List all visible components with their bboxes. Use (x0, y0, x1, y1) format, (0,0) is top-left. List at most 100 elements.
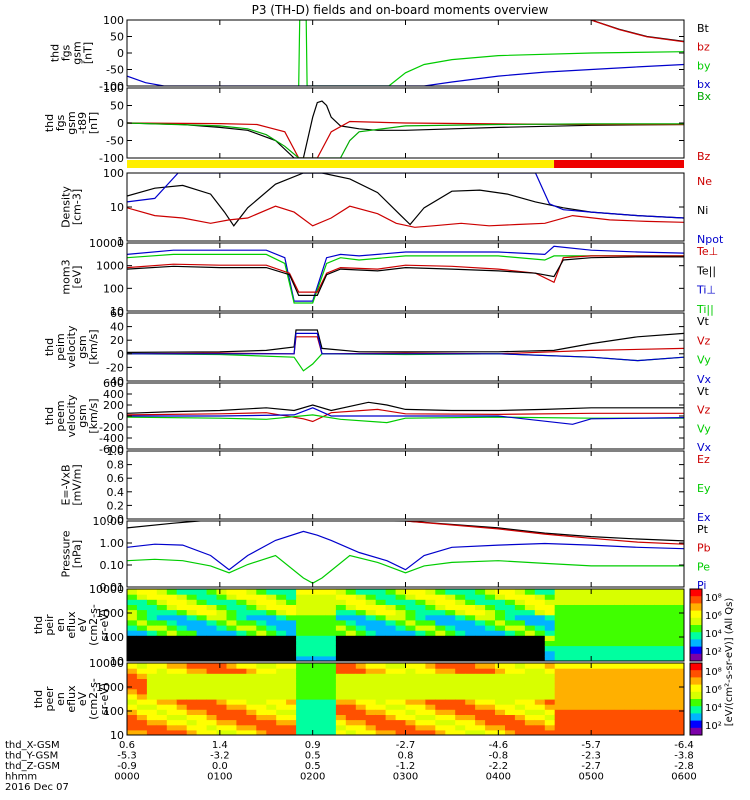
heatmap-cell (485, 673, 496, 679)
heatmap-cell (495, 683, 506, 690)
heatmap-cell (534, 650, 546, 657)
heatmap-cell (385, 688, 397, 695)
heatmap-cell (594, 663, 605, 669)
heatmap-cell (395, 640, 407, 647)
heatmap-cell (216, 599, 227, 605)
heatmap-cell (584, 663, 595, 669)
heatmap-cell (236, 683, 247, 690)
heatmap-cell (544, 655, 556, 661)
heatmap-cell (505, 609, 516, 616)
heatmap-cell (316, 589, 327, 595)
heatmap-cell (485, 709, 496, 715)
heatmap-cell (276, 599, 287, 605)
heatmap-cell (127, 619, 138, 626)
heatmap-cell (146, 655, 158, 661)
heatmap-cell (485, 599, 496, 605)
heatmap-cell (325, 635, 337, 641)
heatmap-cell (316, 724, 327, 731)
y-axis-label: -t89 (76, 112, 89, 134)
heatmap-cell (306, 724, 317, 731)
heatmap-cell (355, 604, 367, 611)
heatmap-cell (325, 619, 337, 626)
heatmap-cell (206, 640, 218, 647)
heatmap-cell (485, 594, 496, 600)
heatmap-cell (246, 589, 257, 595)
heatmap-cell (674, 663, 684, 669)
heatmap-cell (196, 604, 208, 611)
heatmap-cell (674, 719, 684, 726)
heatmap-cell (435, 704, 446, 710)
heatmap-cell (634, 673, 645, 679)
heatmap-cell (395, 663, 407, 669)
heatmap-cell (375, 673, 387, 679)
heatmap-cell (335, 673, 347, 679)
heatmap-cell (564, 645, 576, 652)
heatmap-cell (564, 604, 576, 611)
heatmap-cell (674, 609, 684, 616)
heatmap-cell (604, 645, 615, 652)
heatmap-cell (216, 645, 227, 652)
heatmap-cell (365, 688, 377, 695)
heatmap-cell (524, 614, 536, 621)
heatmap-cell (365, 594, 377, 600)
heatmap-cell (136, 714, 148, 721)
heatmap-cell (425, 709, 436, 715)
heatmap-cell (534, 655, 546, 661)
heatmap-cell (335, 589, 347, 595)
heatmap-cell (335, 678, 347, 685)
heatmap-cell (276, 683, 287, 690)
colorbar-title: [eV/(cm²-s-sr-eV)] (All Qs) (724, 598, 735, 727)
heatmap-cell (634, 630, 645, 636)
y-axis-label: thd (43, 338, 56, 356)
y-axis-label: peer (43, 686, 56, 712)
heatmap-cell (236, 673, 247, 679)
heatmap-cell (634, 693, 645, 700)
heatmap-cell (415, 678, 426, 685)
heatmap-cell (495, 714, 506, 721)
heatmap-cell (236, 678, 247, 685)
heatmap-cell (365, 724, 377, 731)
heatmap-cell (604, 714, 615, 721)
heatmap-cell (524, 655, 536, 661)
heatmap-cell (196, 663, 208, 669)
colorbar-swatch (690, 727, 702, 736)
heatmap-cell (455, 709, 466, 715)
y-axis-label: velocity (65, 394, 78, 437)
heatmap-cell (316, 719, 327, 726)
heatmap-cell (425, 729, 436, 735)
heatmap-cell (286, 688, 297, 695)
heatmap-cell (634, 714, 645, 721)
heatmap-cell (475, 594, 486, 600)
heatmap-cell (385, 714, 397, 721)
series-group (127, 245, 684, 304)
heatmap-cell (365, 693, 377, 700)
heatmap-cell (485, 655, 496, 661)
heatmap-cell (127, 594, 138, 600)
heatmap-cell (405, 630, 416, 636)
heatmap-cell (196, 609, 208, 616)
heatmap-cell (644, 609, 655, 616)
y-axis-label: E=-VxB (60, 464, 73, 505)
heatmap-cell (266, 729, 277, 735)
heatmap-cell (325, 655, 337, 661)
heatmap-cell (664, 635, 675, 641)
heatmap-cell (455, 688, 466, 695)
heatmap-cell (554, 619, 566, 626)
series-group (127, 521, 684, 584)
heatmap-cell (634, 709, 645, 715)
legend-item: Ni (697, 204, 708, 217)
heatmap-cell (614, 650, 625, 657)
heatmap-cell (127, 599, 138, 605)
heatmap-cell (415, 640, 426, 647)
heatmap-cell (584, 709, 595, 715)
heatmap-cell (226, 630, 237, 636)
heatmap-cell (385, 650, 397, 657)
heatmap-cell (544, 640, 556, 647)
heatmap-cell (554, 719, 566, 726)
heatmap-cell (554, 714, 566, 721)
heatmap-cell (156, 594, 168, 600)
heatmap-cell (216, 673, 227, 679)
heatmap-cell (246, 619, 257, 626)
colorbar-label: 10⁸ (705, 593, 722, 604)
series-group (127, 329, 684, 372)
